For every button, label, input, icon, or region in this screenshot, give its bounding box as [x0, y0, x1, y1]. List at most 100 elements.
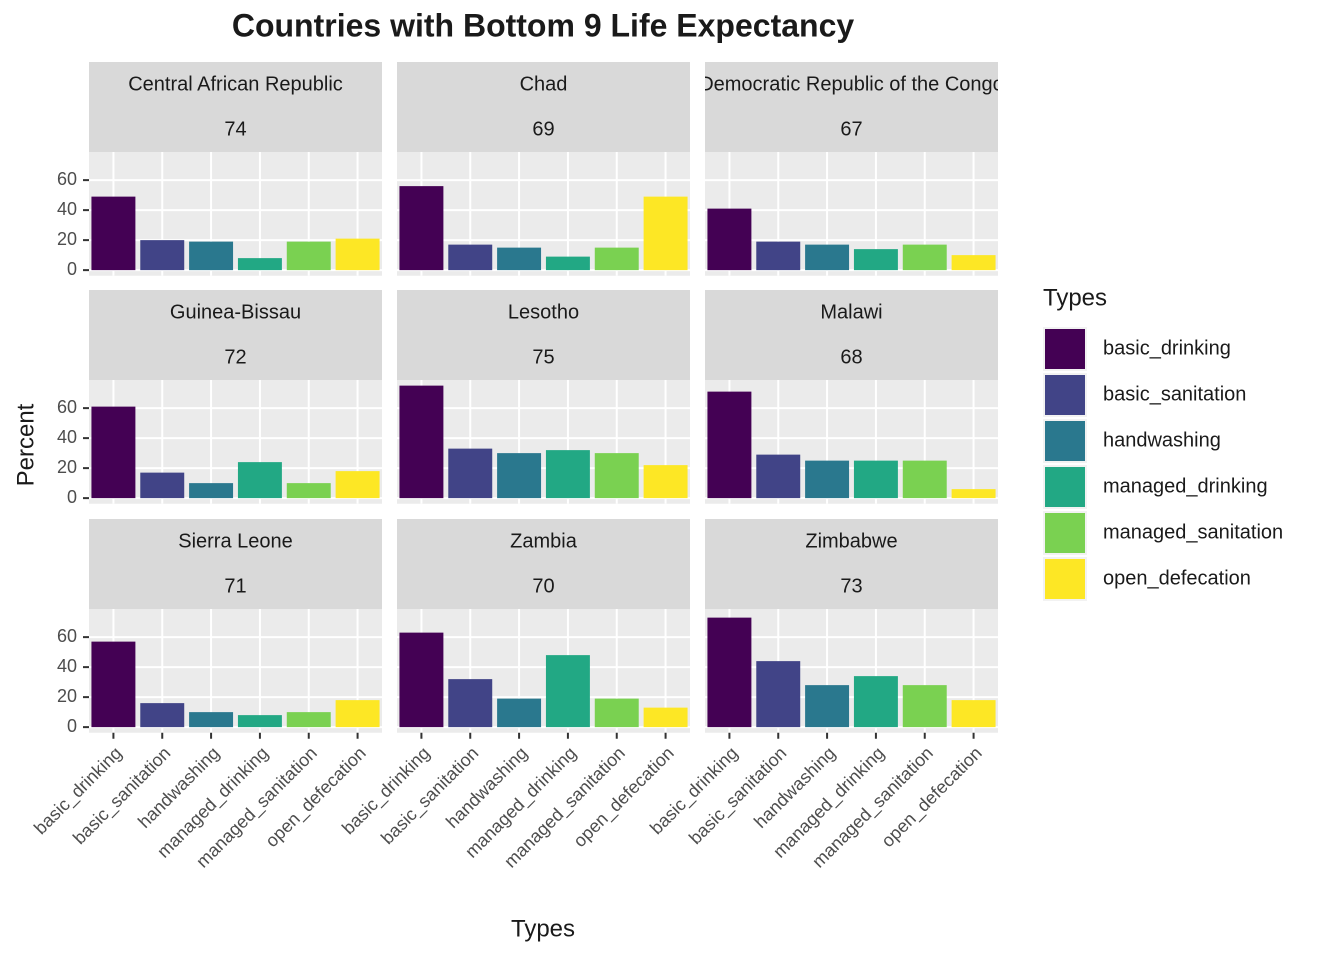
facet-subtitle: 67: [840, 118, 862, 140]
facet-subtitle: 68: [840, 346, 862, 368]
bar: [594, 247, 639, 271]
facet-strip: [397, 290, 690, 380]
facet-title: Democratic Republic of the Congo: [699, 73, 1004, 95]
bar: [91, 641, 136, 728]
bar: [545, 450, 590, 499]
legend-swatch: [1045, 329, 1085, 369]
bar: [335, 238, 380, 271]
facet-strip: [705, 290, 998, 380]
bar: [140, 240, 185, 271]
facet-title: Zambia: [510, 530, 578, 552]
panel-background: [705, 609, 998, 733]
panel-background: [89, 152, 382, 276]
bar: [902, 685, 947, 728]
facet-subtitle: 71: [224, 575, 246, 597]
panel-background: [89, 380, 382, 504]
facet-title: Guinea-Bissau: [170, 301, 301, 323]
y-tick-label: 40: [57, 656, 77, 676]
bar: [237, 462, 282, 499]
facet-strip: [89, 519, 382, 609]
bar: [951, 700, 996, 728]
facet-subtitle: 73: [840, 575, 862, 597]
bar: [756, 241, 801, 271]
bar: [335, 471, 380, 499]
facet-strip: [705, 62, 998, 152]
facet-subtitle: 72: [224, 346, 246, 368]
legend-swatch: [1045, 513, 1085, 553]
bar: [237, 258, 282, 271]
legend-swatch: [1045, 559, 1085, 599]
panel-background: [397, 609, 690, 733]
bar: [140, 472, 185, 499]
bar: [286, 241, 331, 271]
chart-title: Countries with Bottom 9 Life Expectancy: [232, 7, 855, 43]
legend-label: open_defecation: [1103, 567, 1251, 589]
facet-strip: [397, 519, 690, 609]
y-tick-label: 20: [57, 229, 77, 249]
legend-label: basic_drinking: [1103, 337, 1231, 359]
bar: [707, 208, 752, 271]
panel-background: [397, 152, 690, 276]
facet-subtitle: 75: [532, 346, 554, 368]
panel-background: [397, 380, 690, 504]
bar: [286, 483, 331, 499]
bar: [594, 453, 639, 499]
bar: [594, 698, 639, 728]
bar: [189, 241, 234, 271]
panel-background: [89, 609, 382, 733]
y-tick-label: 20: [57, 457, 77, 477]
facet-title: Zimbabwe: [805, 530, 897, 552]
y-tick-label: 0: [67, 259, 77, 279]
y-tick-label: 60: [57, 397, 77, 417]
bar: [448, 244, 493, 271]
facet-title: Lesotho: [508, 301, 579, 323]
bar: [399, 385, 444, 499]
bar: [805, 244, 850, 271]
bar: [399, 632, 444, 728]
x-axis-title: Types: [511, 915, 575, 942]
panel-background: [705, 152, 998, 276]
bar: [399, 186, 444, 271]
y-tick-label: 40: [57, 199, 77, 219]
bar: [335, 700, 380, 728]
bar: [902, 244, 947, 271]
facet-strip: [397, 62, 690, 152]
panel-background: [705, 380, 998, 504]
facet-subtitle: 70: [532, 575, 554, 597]
legend-label: basic_sanitation: [1103, 383, 1246, 405]
legend-swatch: [1045, 375, 1085, 415]
bar: [643, 707, 688, 728]
bar: [902, 460, 947, 499]
legend-title: Types: [1043, 284, 1107, 311]
bar: [286, 712, 331, 728]
bar: [853, 460, 898, 499]
bar: [643, 465, 688, 499]
legend-label: handwashing: [1103, 429, 1221, 451]
y-tick-label: 60: [57, 169, 77, 189]
facet-strip: [705, 519, 998, 609]
bar: [497, 453, 542, 499]
y-tick-label: 40: [57, 427, 77, 447]
facet-title: Sierra Leone: [178, 530, 293, 552]
legend-swatch: [1045, 421, 1085, 461]
bar: [805, 685, 850, 728]
y-tick-label: 20: [57, 686, 77, 706]
facet-subtitle: 69: [532, 118, 554, 140]
bar: [140, 703, 185, 728]
legend-swatch: [1045, 467, 1085, 507]
y-axis-title: Percent: [12, 403, 39, 486]
bar: [805, 460, 850, 499]
bar: [853, 676, 898, 728]
bar: [497, 247, 542, 271]
bar: [643, 196, 688, 271]
bar: [189, 483, 234, 499]
bar: [951, 489, 996, 499]
y-tick-label: 0: [67, 716, 77, 736]
facet-strip: [89, 290, 382, 380]
facet-strip: [89, 62, 382, 152]
bar: [189, 712, 234, 728]
y-tick-label: 60: [57, 626, 77, 646]
bar: [448, 679, 493, 728]
bar: [756, 661, 801, 728]
legend-label: managed_sanitation: [1103, 521, 1283, 543]
